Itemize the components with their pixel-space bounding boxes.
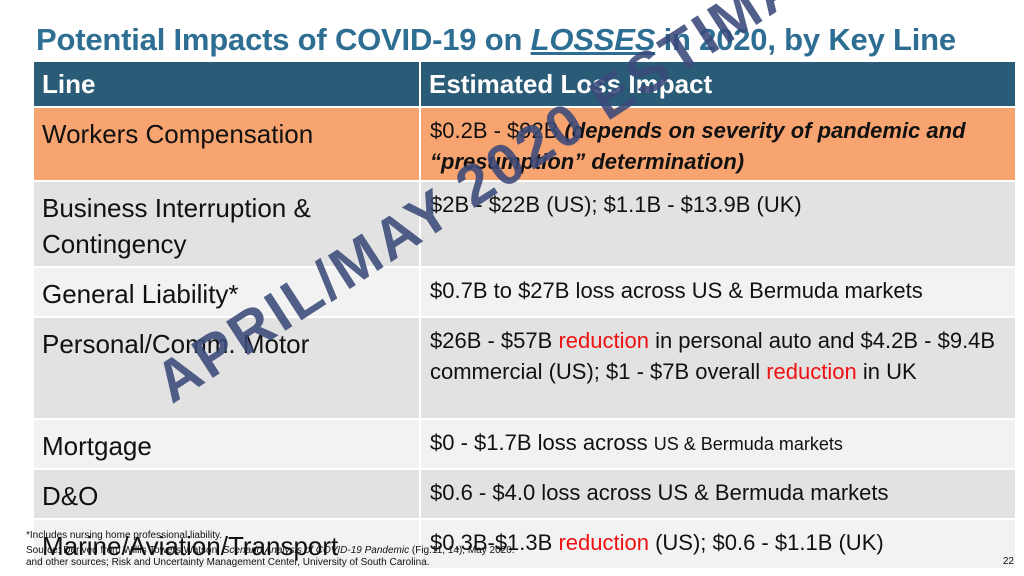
line-cell: Workers Compensation <box>33 107 420 181</box>
line-cell: Personal/Comm. Motor <box>33 317 420 419</box>
impact-cell: $0.7B to $27B loss across US & Bermuda m… <box>420 267 1016 317</box>
title-emphasis: LOSSES <box>531 22 656 57</box>
impact-cell: $0.6 - $4.0 loss across US & Bermuda mar… <box>420 469 1016 519</box>
page-number: 22 <box>1003 556 1014 567</box>
table-row: General Liability* $0.7B to $27B loss ac… <box>33 267 1016 317</box>
table-header-row: Line Estimated Loss Impact <box>33 61 1016 107</box>
header-impact: Estimated Loss Impact <box>420 61 1016 107</box>
line-cell: General Liability* <box>33 267 420 317</box>
impact-cell: $0.2B - $92B (depends on severity of pan… <box>420 107 1016 181</box>
impact-cell: $2B - $22B (US); $1.1B - $13.9B (UK) <box>420 181 1016 267</box>
impact-cell: $26B - $57B reduction in personal auto a… <box>420 317 1016 419</box>
header-line: Line <box>33 61 420 107</box>
line-cell: Business Interruption & Contingency <box>33 181 420 267</box>
table-row: D&O $0.6 - $4.0 loss across US & Bermuda… <box>33 469 1016 519</box>
table-row: Personal/Comm. Motor $26B - $57B reducti… <box>33 317 1016 419</box>
slide-title: Potential Impacts of COVID-19 on LOSSES … <box>36 22 956 58</box>
source-line-1: Source: Derived from Willis Towers Watso… <box>26 545 515 556</box>
table-row: Mortgage $0 - $1.7B loss across US & Ber… <box>33 419 1016 469</box>
table-row: Workers Compensation $0.2B - $92B (depen… <box>33 107 1016 181</box>
footnote: *Includes nursing home professional liab… <box>26 530 222 541</box>
impact-cell: $0.3B-$1.3B reduction (US); $0.6 - $1.1B… <box>420 519 1016 569</box>
line-cell: D&O <box>33 469 420 519</box>
impact-cell: $0 - $1.7B loss across US & Bermuda mark… <box>420 419 1016 469</box>
table-row: Business Interruption & Contingency $2B … <box>33 181 1016 267</box>
line-cell: Mortgage <box>33 419 420 469</box>
loss-impact-table: Line Estimated Loss Impact Workers Compe… <box>32 60 1017 570</box>
source-line-2: and other sources; Risk and Uncertainty … <box>26 557 430 568</box>
